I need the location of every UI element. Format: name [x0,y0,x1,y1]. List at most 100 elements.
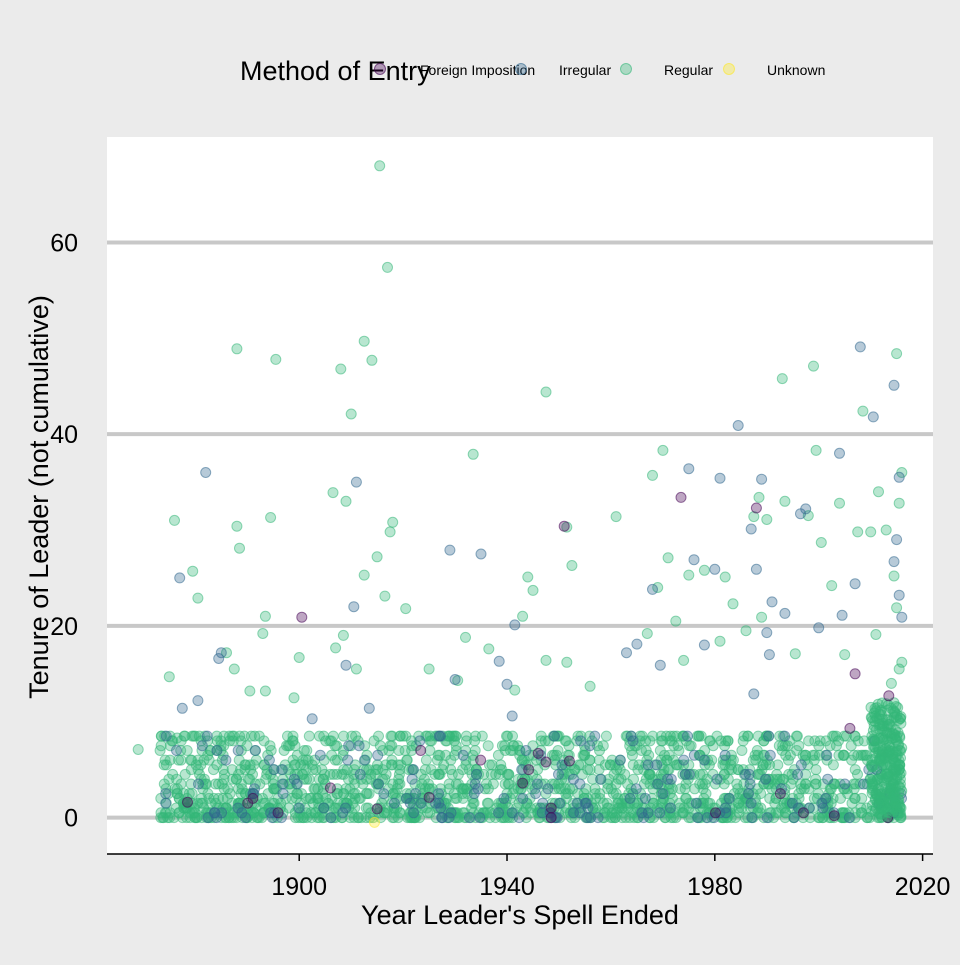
x-tick-label: 1980 [687,873,743,901]
point-regular [850,778,861,790]
point-irregular [449,674,461,685]
point-regular [824,740,836,752]
point-foreign-imposition [563,755,575,767]
point-regular [305,792,317,804]
point-irregular [624,792,636,804]
point-irregular [348,601,360,613]
point-regular [482,783,494,795]
point-regular [865,759,877,771]
point-foreign-imposition [797,807,809,819]
point-regular [244,759,256,771]
point-irregular [318,802,330,814]
point-irregular [743,788,755,800]
point-regular [509,684,521,696]
point-regular [671,730,683,742]
point-regular [670,615,682,627]
point-foreign-imposition [558,520,570,532]
point-regular [540,386,552,398]
point-regular [600,730,612,742]
point-regular [181,745,193,756]
point-regular [374,740,386,752]
point-irregular [843,812,855,824]
point-irregular [816,797,828,809]
point-regular [752,768,764,780]
point-irregular [350,476,362,488]
point-irregular [531,778,543,790]
point-irregular [249,745,261,756]
point-irregular [211,745,223,756]
point-regular [245,730,257,742]
point-regular [481,797,493,809]
point-regular [155,740,167,752]
point-regular [171,732,183,744]
point-regular [469,745,481,756]
point-regular [670,812,682,824]
legend-label: Irregular [559,62,611,78]
point-irregular [740,768,751,780]
point-irregular [763,730,775,742]
point-irregular [745,523,757,535]
point-regular [290,792,302,804]
point-irregular [457,749,469,761]
point-regular [846,797,858,809]
point-regular [598,812,610,824]
point-regular [893,787,905,799]
point-irregular [263,754,275,766]
point-irregular [276,764,288,776]
point-regular [345,408,357,420]
point-regular [704,797,716,809]
point-regular [891,348,903,360]
point-regular [771,773,783,785]
point-foreign-imposition [182,796,193,808]
point-regular [379,590,391,602]
point-irregular [714,472,726,484]
point-regular [484,807,496,819]
point-regular [259,685,271,697]
point-regular [234,542,245,554]
point-regular [637,792,648,804]
point-irregular [501,678,513,690]
point-regular [878,759,890,771]
point-regular [874,794,886,806]
point-irregular [493,655,505,667]
point-regular [313,730,325,742]
point-regular [327,487,339,499]
point-irregular [232,745,244,756]
point-regular [216,778,228,790]
point-irregular [353,740,365,752]
point-regular [561,656,573,668]
point-regular [358,335,370,347]
point-regular [384,526,396,538]
point-regular [210,797,222,809]
point-regular [694,768,706,780]
point-regular [288,759,300,771]
point-regular [552,745,564,756]
point-regular [169,514,180,526]
x-tick-label: 1940 [479,873,535,901]
point-irregular [893,589,905,601]
point-irregular [574,778,586,790]
point-regular [857,405,869,417]
point-regular [460,631,471,643]
point-foreign-imposition [371,803,383,815]
point-regular [387,516,399,528]
point-regular [622,802,634,814]
point-irregular [834,447,845,459]
point-irregular [732,420,744,431]
point-irregular [750,563,762,575]
point-regular [350,663,362,675]
point-regular [626,749,638,761]
point-irregular [723,792,735,804]
point-regular [704,735,716,747]
point-irregular [293,802,305,814]
point-irregular [698,639,710,651]
point-regular [751,745,763,756]
point-regular [458,783,469,795]
legend-key-irregular [515,63,527,75]
point-foreign-imposition [324,782,336,794]
point-regular [855,802,867,814]
point-regular [231,520,243,532]
point-regular [392,812,404,824]
point-regular [803,735,815,747]
